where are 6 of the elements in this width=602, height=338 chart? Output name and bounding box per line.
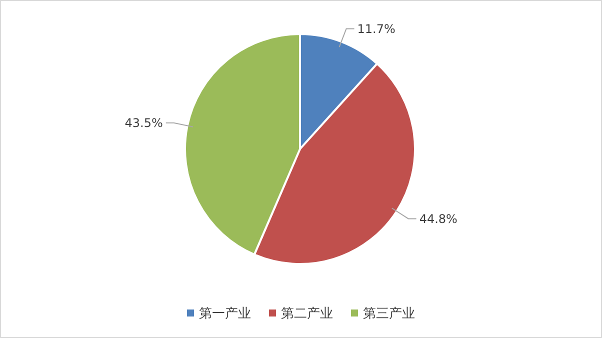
legend-label: 第一产业 bbox=[199, 306, 251, 322]
legend-label: 第二产业 bbox=[281, 306, 333, 322]
data-label: 44.8% bbox=[419, 212, 458, 226]
legend-label: 第三产业 bbox=[363, 306, 415, 322]
data-label: 11.7% bbox=[357, 22, 396, 36]
data-label: 43.5% bbox=[124, 116, 163, 130]
